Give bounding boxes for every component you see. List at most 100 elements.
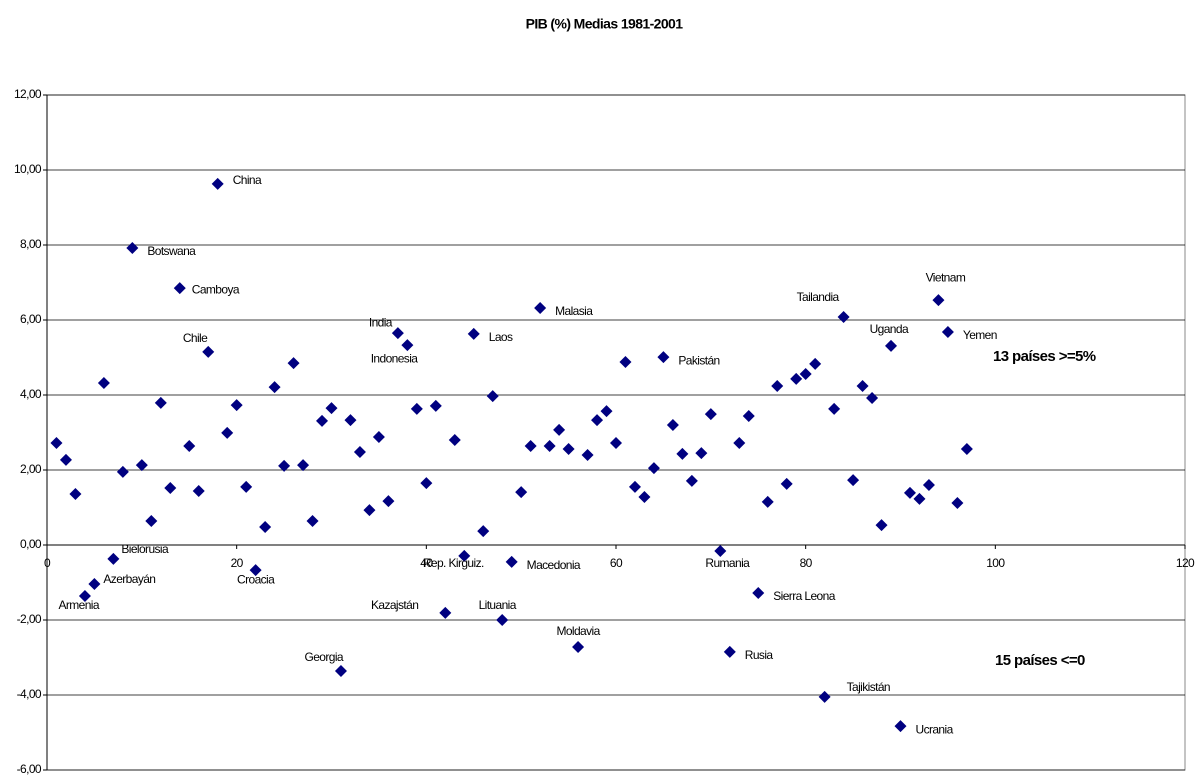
point-label: Yemen: [963, 328, 997, 342]
x-tick-label: 40: [420, 556, 433, 570]
point-label: Armenia: [58, 598, 99, 612]
point: [856, 380, 869, 392]
y-tick-label: -2,00: [17, 612, 42, 626]
point: [325, 402, 338, 415]
point: [249, 564, 262, 577]
point: [211, 177, 224, 190]
y-tick-label: 2,00: [20, 462, 42, 476]
point-label: Indonesia: [371, 351, 419, 365]
point-label: China: [233, 173, 262, 187]
point: [562, 443, 575, 455]
point: [657, 351, 670, 364]
point: [230, 399, 243, 412]
point: [666, 419, 679, 431]
point-label: Camboya: [192, 282, 240, 296]
point-label: Botswana: [147, 244, 196, 258]
point: [164, 482, 177, 494]
point: [467, 327, 480, 340]
point: [78, 590, 91, 602]
point-label: Bielorusia: [121, 542, 169, 556]
x-tick-label: 120: [1176, 556, 1195, 570]
point-label: Pakistán: [678, 353, 719, 367]
point-label: Croacia: [237, 572, 275, 586]
point: [240, 480, 253, 493]
point: [221, 426, 234, 439]
point: [353, 446, 366, 458]
point-label: Rumania: [705, 556, 750, 570]
point: [448, 434, 461, 446]
point: [960, 443, 973, 455]
x-tick-label: 80: [800, 556, 813, 570]
point: [486, 390, 499, 403]
chart-title: PIB (%) Medias 1981-2001: [526, 16, 684, 32]
point: [316, 414, 329, 427]
point: [828, 402, 841, 415]
point-label: Ucrania: [916, 722, 954, 736]
point: [420, 477, 433, 490]
y-tick-label: 8,00: [20, 237, 42, 251]
point-label: Sierra Leona: [773, 589, 835, 603]
point: [742, 410, 755, 422]
point-label: Laos: [489, 330, 513, 344]
point: [410, 402, 423, 415]
point: [752, 587, 765, 599]
point-label: Uganda: [870, 322, 909, 336]
y-tick-label: 0,00: [20, 537, 42, 551]
point: [97, 377, 110, 389]
point: [837, 311, 850, 323]
point-label: Tailandia: [797, 290, 840, 304]
y-tick-label: 10,00: [14, 162, 42, 176]
point: [591, 414, 604, 427]
point: [581, 449, 594, 461]
point: [600, 405, 613, 418]
point: [126, 242, 139, 254]
point: [202, 345, 215, 358]
point: [439, 606, 452, 619]
y-tick-label: -6,00: [17, 762, 42, 776]
y-tick-label: -4,00: [17, 687, 42, 701]
point: [363, 504, 376, 517]
point: [951, 497, 964, 509]
point: [875, 519, 888, 532]
point-label: Malasia: [555, 304, 593, 318]
point: [259, 521, 272, 533]
annotation: 13 países >=5%: [993, 348, 1096, 365]
point-label: Lituania: [479, 598, 517, 612]
point: [278, 459, 291, 472]
point: [154, 396, 167, 409]
point: [50, 437, 63, 449]
point: [173, 282, 186, 295]
point-label: Georgia: [304, 650, 343, 664]
point: [382, 495, 395, 508]
point: [287, 357, 300, 370]
point: [297, 459, 310, 472]
point-label: Rep. Kirguiz.: [423, 556, 484, 570]
point: [619, 356, 632, 368]
point: [401, 339, 414, 352]
point: [780, 477, 793, 490]
point: [866, 392, 879, 404]
y-tick-label: 6,00: [20, 312, 42, 326]
point: [714, 545, 727, 557]
point: [268, 381, 281, 394]
point-label: Chile: [183, 331, 208, 345]
point: [496, 614, 509, 626]
point: [799, 368, 812, 380]
point: [88, 578, 101, 590]
point: [458, 549, 471, 562]
point: [391, 327, 404, 340]
point: [543, 440, 556, 452]
x-tick-label: 20: [231, 556, 244, 570]
point: [344, 414, 357, 427]
point: [524, 440, 537, 452]
point-label: Azerbayán: [103, 572, 155, 586]
point: [183, 440, 196, 452]
point: [505, 555, 518, 568]
point: [638, 491, 651, 503]
point: [116, 465, 129, 478]
point: [334, 665, 347, 677]
y-tick-label: 12,00: [14, 87, 42, 101]
point: [145, 515, 158, 527]
point: [628, 480, 641, 493]
